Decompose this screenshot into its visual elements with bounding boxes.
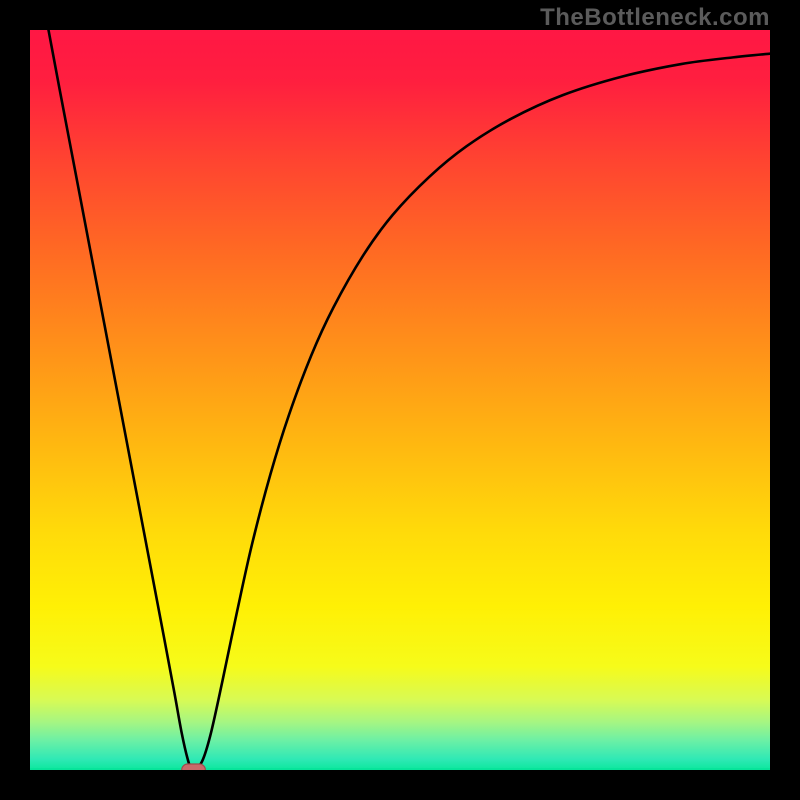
heatmap-background	[30, 30, 770, 770]
watermark-text: TheBottleneck.com	[540, 4, 770, 32]
bottleneck-curve-chart	[30, 30, 770, 770]
ideal-balance-marker	[182, 764, 206, 770]
chart-frame: TheBottleneck.com	[0, 0, 800, 800]
